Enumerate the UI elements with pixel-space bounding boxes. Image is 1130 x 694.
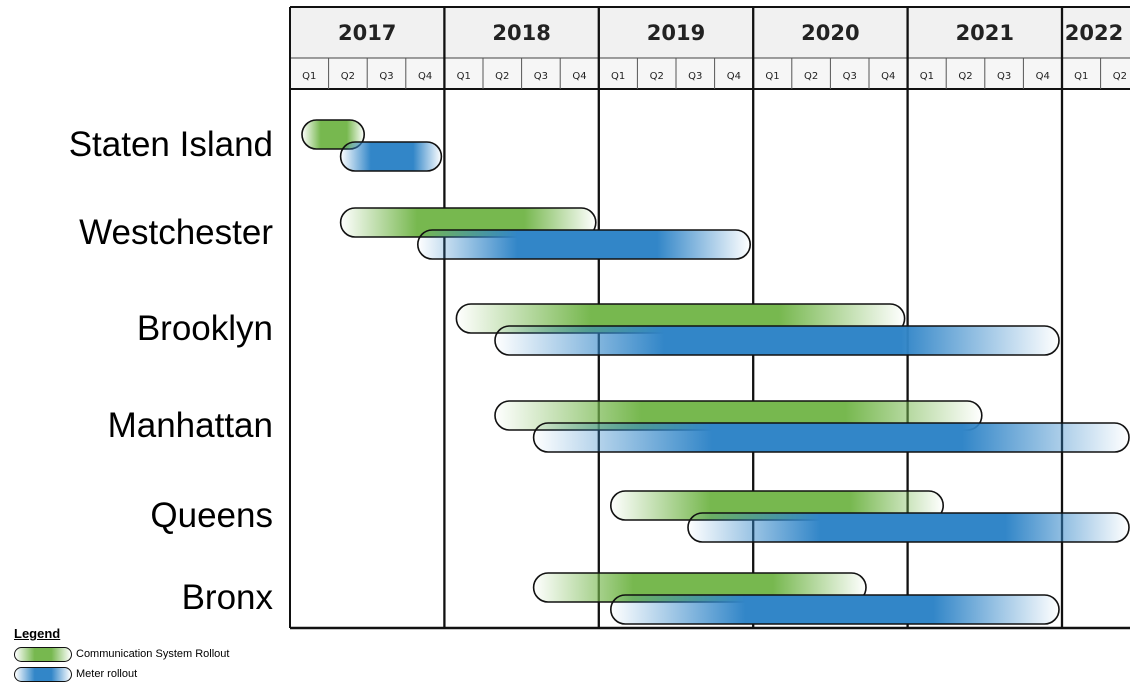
row-label-staten-island: Staten Island (69, 125, 273, 164)
row-label-manhattan: Manhattan (108, 406, 273, 445)
year-label-2018: 2018 (492, 21, 550, 45)
row-labels: Staten Island Westchester Brooklyn Manhatta… (69, 125, 274, 617)
legend-swatch-blue (14, 666, 72, 682)
year-label-2022: 2022 (1065, 21, 1123, 45)
legend-item-meter: Meter rollout (14, 664, 229, 684)
legend-swatch-green (14, 646, 72, 662)
row-label-westchester: Westchester (79, 213, 273, 252)
quarter-header-band (290, 58, 1130, 89)
rollout-bars (301, 119, 1130, 625)
quarter-label: Q3 (534, 71, 548, 82)
quarter-label: Q3 (688, 71, 702, 82)
meter-bar-westchester (416, 229, 751, 260)
quarter-label: Q4 (881, 71, 895, 82)
legend-item-communication: Communication System Rollout (14, 644, 229, 664)
quarter-label: Q4 (1036, 71, 1050, 82)
year-label-2020: 2020 (801, 21, 859, 45)
legend-title: Legend (14, 626, 61, 641)
quarter-label: Q1 (1074, 71, 1088, 82)
quarter-label: Q3 (997, 71, 1011, 82)
quarter-label: Q3 (843, 71, 857, 82)
legend: Legend Communication System Rollout Mete… (14, 626, 229, 684)
quarter-label: Q2 (495, 71, 509, 82)
year-label-2017: 2017 (338, 21, 396, 45)
quarter-label: Q1 (302, 71, 316, 82)
quarter-label: Q4 (418, 71, 432, 82)
quarter-label: Q3 (379, 71, 393, 82)
year-header-band (290, 7, 1130, 58)
meter-bar-staten-island (339, 141, 443, 172)
row-label-brooklyn: Brooklyn (137, 309, 273, 348)
meter-bar-manhattan (532, 422, 1130, 453)
quarter-label: Q2 (958, 71, 972, 82)
quarter-label: Q2 (804, 71, 818, 82)
year-label-2019: 2019 (647, 21, 705, 45)
year-label-2021: 2021 (956, 21, 1014, 45)
meter-bar-queens (687, 512, 1130, 543)
quarter-label: Q2 (341, 71, 355, 82)
legend-label: Meter rollout (76, 668, 138, 680)
quarter-label: Q2 (650, 71, 664, 82)
quarter-label: Q1 (920, 71, 934, 82)
communication-bar-staten-island (301, 119, 366, 150)
row-label-bronx: Bronx (182, 578, 274, 617)
meter-bar-brooklyn (494, 325, 1060, 356)
meter-bar-bronx (609, 594, 1060, 625)
quarter-label: Q4 (727, 71, 741, 82)
quarter-label: Q1 (765, 71, 779, 82)
quarter-label: Q1 (611, 71, 625, 82)
row-label-queens: Queens (150, 496, 273, 535)
timeline-header: 2017 2018 2019 2020 2021 2022 Q1 Q2 Q3 Q4 Q1 Q2 Q3 Q4… (290, 7, 1130, 89)
quarter-label: Q4 (572, 71, 586, 82)
quarter-label: Q1 (457, 71, 471, 82)
legend-label: Communication System Rollout (76, 648, 230, 660)
quarter-label: Q2 (1113, 71, 1127, 82)
